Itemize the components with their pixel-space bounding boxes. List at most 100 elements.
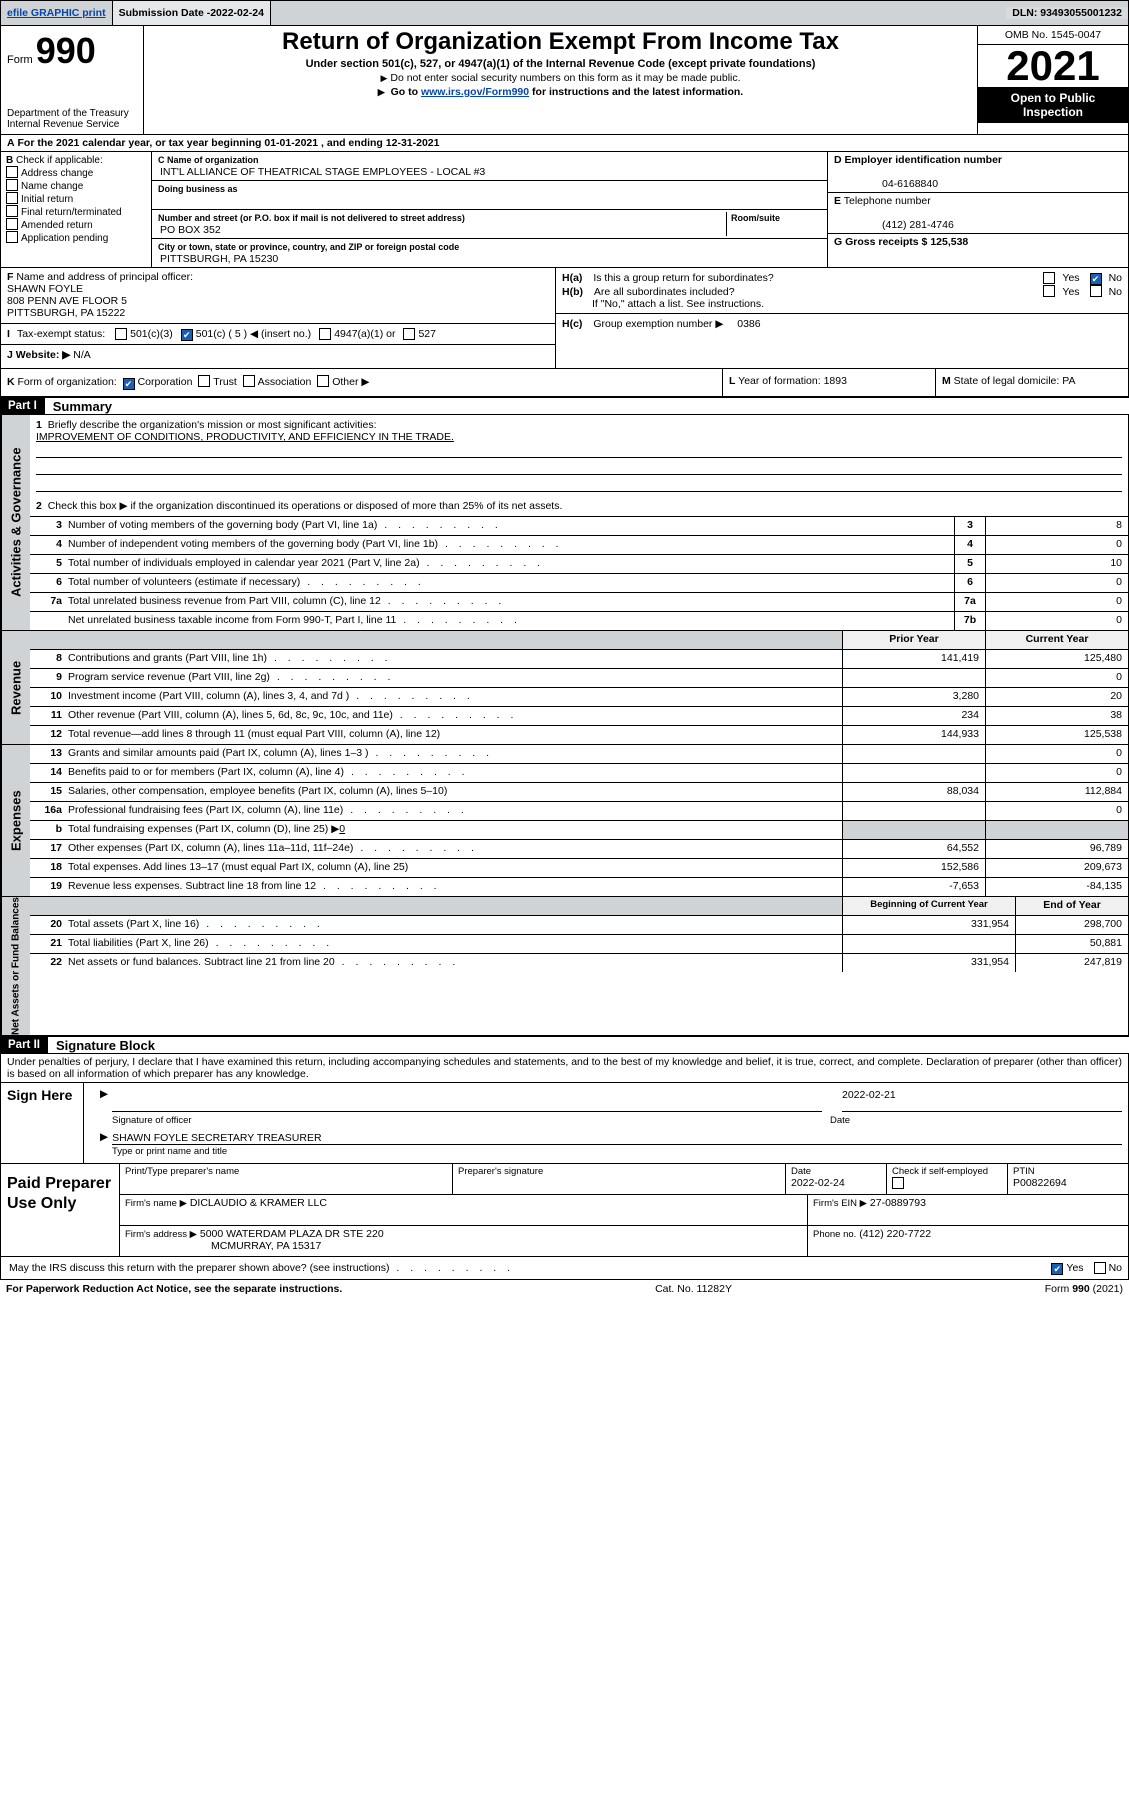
sign-date-value: 2022-02-21	[842, 1089, 1122, 1112]
chk-self-employed[interactable]	[892, 1179, 907, 1190]
l11-prior: 234	[842, 707, 985, 725]
chk-ha-yes[interactable]	[1043, 272, 1058, 285]
l17-curr: 96,789	[985, 840, 1128, 858]
l5-text: Total number of individuals employed in …	[68, 557, 420, 569]
mission-blank-2	[36, 460, 1122, 475]
chk-527[interactable]	[403, 328, 418, 341]
chk-final-return-label: Final return/terminated	[21, 207, 122, 218]
l13-curr: 0	[985, 745, 1128, 763]
chk-amended-return[interactable]	[6, 220, 21, 231]
chk-501c[interactable]	[181, 327, 196, 341]
chk-discuss-yes[interactable]	[1051, 1261, 1066, 1275]
hb-yes-label: Yes	[1062, 286, 1085, 298]
hb-label: Are all subordinates included?	[594, 286, 1040, 298]
gross-value: 125,538	[930, 236, 968, 248]
l8-prior: 141,419	[842, 650, 985, 668]
l7b-box: 7b	[954, 612, 985, 630]
l11-num: 11	[30, 707, 66, 725]
l22-prior: 331,954	[842, 954, 1015, 972]
chk-address-change[interactable]	[6, 168, 21, 179]
officer-name-label: Type or print name and title	[112, 1145, 1110, 1157]
chk-name-change-label: Name change	[21, 181, 83, 192]
footer-right-a: Form	[1045, 1283, 1072, 1295]
l7b-val: 0	[985, 612, 1128, 630]
website-value: N/A	[73, 349, 91, 361]
firm-name-value: DICLAUDIO & KRAMER LLC	[190, 1197, 327, 1209]
chk-other[interactable]	[317, 376, 332, 388]
ein-label: Employer identification number	[845, 154, 1003, 166]
check-label: Check if applicable:	[16, 155, 103, 166]
l9-num: 9	[30, 669, 66, 687]
chk-501c3[interactable]	[115, 328, 130, 341]
chk-trust[interactable]	[198, 376, 213, 388]
footer-left: For Paperwork Reduction Act Notice, see …	[6, 1283, 342, 1295]
l9-prior	[842, 669, 985, 687]
l21-prior	[842, 935, 1015, 953]
form-header-mid: Return of Organization Exempt From Incom…	[144, 26, 977, 134]
ein-value: 04-6168840	[834, 178, 938, 190]
l19-curr: -84,135	[985, 878, 1128, 896]
part-i-title: Summary	[45, 399, 112, 414]
footer-right-b: 990	[1072, 1283, 1090, 1295]
top-bar: efile GRAPHIC print Submission Date - 20…	[0, 0, 1129, 26]
l15-curr: 112,884	[985, 783, 1128, 801]
firm-addr-label: Firm's address ▶	[125, 1229, 197, 1240]
pphone-label: Phone no.	[813, 1229, 856, 1240]
mission-blank-3	[36, 477, 1122, 492]
website-label: Website: ▶	[16, 349, 71, 361]
dba-value	[158, 195, 160, 207]
firm-addr2: MCMURRAY, PA 15317	[125, 1240, 321, 1252]
l10-curr: 20	[985, 688, 1128, 706]
l10-text: Investment income (Part VIII, column (A)…	[68, 690, 349, 702]
l10-num: 10	[30, 688, 66, 706]
part-ii-title: Signature Block	[48, 1038, 155, 1053]
paid-preparer-block: Paid Preparer Use Only Print/Type prepar…	[0, 1164, 1129, 1257]
l6-box: 6	[954, 574, 985, 592]
l11-text: Other revenue (Part VIII, column (A), li…	[68, 709, 393, 721]
l14-prior	[842, 764, 985, 782]
chk-initial-return-label: Initial return	[21, 194, 73, 205]
chk-hb-no[interactable]	[1090, 285, 1105, 298]
chk-hb-yes[interactable]	[1043, 285, 1058, 298]
chk-application-pending[interactable]	[6, 233, 21, 244]
l4-text: Number of independent voting members of …	[68, 538, 438, 550]
lbl-4947: 4947(a)(1) or	[334, 328, 403, 340]
l15-num: 15	[30, 783, 66, 801]
chk-final-return[interactable]	[6, 207, 21, 218]
l14-num: 14	[30, 764, 66, 782]
officer-addr2: PITTSBURGH, PA 15222	[7, 307, 125, 319]
discuss-no-label: No	[1109, 1262, 1122, 1274]
l7a-box: 7a	[954, 593, 985, 611]
chk-4947[interactable]	[319, 328, 334, 341]
irs-link[interactable]: www.irs.gov/Form990	[421, 86, 529, 98]
hdr-end: End of Year	[1015, 897, 1128, 915]
firm-addr1: 5000 WATERDAM PLAZA DR STE 220	[200, 1228, 384, 1240]
efile-link[interactable]: efile GRAPHIC print	[7, 7, 106, 19]
l14-text: Benefits paid to or for members (Part IX…	[68, 766, 344, 778]
l4-box: 4	[954, 536, 985, 554]
l7a-val: 0	[985, 593, 1128, 611]
chk-initial-return[interactable]	[6, 194, 21, 205]
chk-address-change-label: Address change	[21, 168, 93, 179]
efile-badge[interactable]: efile GRAPHIC print	[1, 1, 113, 25]
l17-text: Other expenses (Part IX, column (A), lin…	[68, 842, 353, 854]
chk-ha-no[interactable]	[1090, 271, 1105, 285]
l8-num: 8	[30, 650, 66, 668]
pdate-label: Date	[791, 1166, 881, 1177]
lbl-other: Other ▶	[332, 376, 369, 388]
l19-num: 19	[30, 878, 66, 896]
chk-corp[interactable]	[123, 376, 138, 388]
chk-name-change[interactable]	[6, 181, 21, 192]
chk-discuss-no[interactable]	[1094, 1262, 1109, 1275]
l22-num: 22	[30, 954, 66, 972]
l3-val: 8	[985, 517, 1128, 535]
chk-assoc[interactable]	[243, 376, 258, 388]
l16a-curr: 0	[985, 802, 1128, 820]
officer-addr1: 808 PENN AVE FLOOR 5	[7, 295, 127, 307]
form-number: 990	[36, 30, 96, 71]
l16a-prior	[842, 802, 985, 820]
sign-here-label: Sign Here	[1, 1083, 84, 1163]
officer-signature-line[interactable]	[112, 1089, 822, 1112]
l17-prior: 64,552	[842, 840, 985, 858]
period-text-a: For the 2021 calendar year, or tax year …	[18, 137, 265, 149]
